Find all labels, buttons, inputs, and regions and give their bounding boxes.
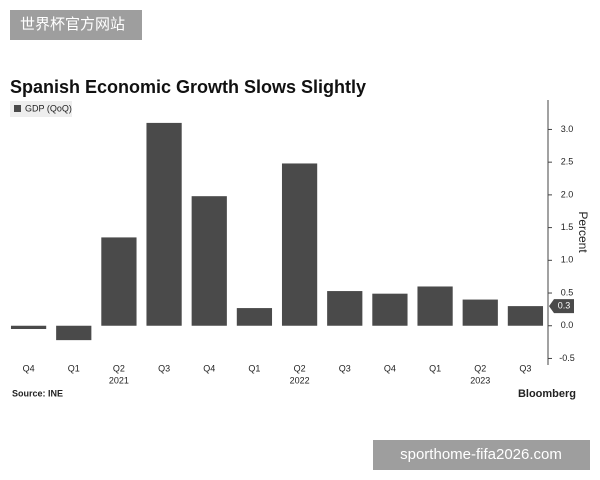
legend-box [10, 101, 72, 117]
y-tick-label: 2.0 [561, 189, 574, 199]
y-tick-label: 0.0 [561, 320, 574, 330]
x-tick-label: Q4 [203, 363, 215, 373]
bar [507, 306, 544, 326]
value-label-box [549, 299, 574, 314]
y-tick-label: 1.0 [561, 255, 574, 265]
bar [327, 291, 363, 326]
x-tick-label: Q3 [339, 363, 351, 373]
source: Source: INE [12, 388, 63, 398]
bar [372, 293, 408, 326]
bar [101, 237, 137, 326]
y-tick-label: 3.0 [561, 124, 574, 134]
bar [281, 163, 318, 326]
bar [10, 325, 47, 330]
x-tick-label: Q4 [384, 363, 396, 373]
x-tick-label: Q2 [474, 363, 486, 373]
value-label: 0.3 [558, 300, 571, 310]
x-tick-label: Q2 [113, 363, 125, 373]
watermark-text: 世界杯官方网站 [20, 16, 125, 33]
chart-title: Spanish Economic Growth Slows Slightly [10, 77, 366, 97]
y-tick-label: 1.5 [561, 222, 574, 232]
y-tick-label: 2.5 [561, 157, 574, 167]
bar [462, 299, 498, 326]
x-tick-label: Q3 [519, 363, 531, 373]
bar [236, 308, 273, 326]
bar [191, 196, 227, 326]
x-tick-label: Q3 [158, 363, 170, 373]
watermark-box [10, 10, 142, 40]
watermark-text: sporthome-fifa2026.com [400, 446, 562, 463]
bar [417, 286, 453, 326]
x-group-label: 2021 [109, 375, 129, 385]
x-group-label: 2023 [470, 375, 490, 385]
bar [56, 325, 92, 341]
y-axis-label: Percent [576, 211, 590, 253]
brand: Bloomberg [518, 388, 576, 400]
y-tick-label: -0.5 [559, 353, 575, 363]
x-tick-label: Q1 [68, 363, 80, 373]
x-tick-label: Q1 [248, 363, 260, 373]
x-group-label: 2022 [290, 375, 310, 385]
bar [146, 122, 182, 326]
x-tick-label: Q1 [429, 363, 441, 373]
legend-swatch [14, 105, 21, 112]
y-tick-label: 0.5 [561, 287, 574, 297]
x-tick-label: Q4 [23, 363, 35, 373]
x-tick-label: Q2 [294, 363, 306, 373]
legend-label: GDP (QoQ) [25, 103, 72, 113]
watermark-box [373, 440, 590, 470]
